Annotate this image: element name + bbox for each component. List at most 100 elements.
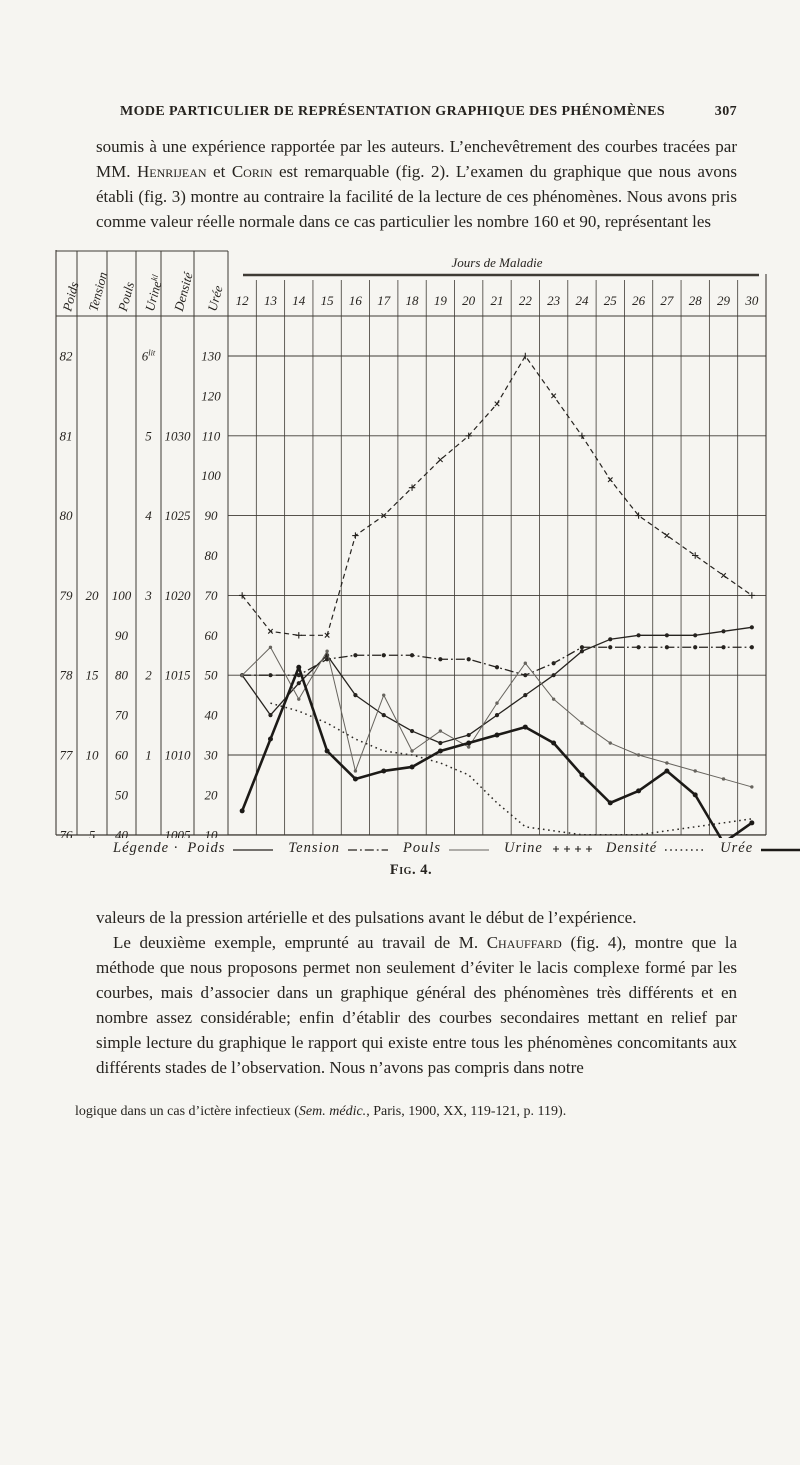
series-point-poids bbox=[438, 740, 443, 746]
series-point-uree bbox=[494, 732, 500, 738]
series-point-pouls bbox=[353, 769, 358, 773]
series-point-poids bbox=[608, 637, 613, 642]
series-marker-plus-urine bbox=[352, 532, 359, 539]
axis-tick-uree: 90 bbox=[205, 508, 219, 523]
series-marker-plus-urine bbox=[664, 532, 670, 539]
axis-tick-tension: 20 bbox=[86, 588, 100, 603]
legend-item-pouls: Pouls bbox=[403, 840, 490, 857]
series-point-tension bbox=[721, 645, 726, 650]
legend-item-poids: Poids bbox=[187, 840, 274, 857]
day-label: 17 bbox=[377, 293, 391, 308]
series-point-tension bbox=[353, 653, 358, 658]
series-point-tension bbox=[664, 645, 669, 650]
footnote-journal: Sem. médic. bbox=[298, 1104, 367, 1119]
series-line-densite bbox=[270, 702, 752, 836]
paragraph-1-text: soumis à une expérience rapportée par le… bbox=[96, 137, 737, 181]
axis-tick-pouls: 40 bbox=[115, 827, 129, 838]
series-point-tension bbox=[494, 665, 500, 670]
series-point-poids bbox=[693, 633, 698, 638]
axis-tick-uree: 40 bbox=[205, 708, 219, 723]
series-point-uree bbox=[239, 808, 245, 814]
series-line-urine bbox=[241, 355, 753, 636]
series-point-tension bbox=[438, 657, 443, 662]
legend-sample-solid bbox=[233, 848, 274, 851]
series-point-pouls bbox=[268, 645, 273, 649]
axis-tick-densite: 1005 bbox=[165, 827, 192, 838]
series-point-tension bbox=[608, 645, 613, 650]
axis-tick-urine: 5 bbox=[145, 428, 152, 443]
legend-item-urine: Urine bbox=[504, 840, 592, 857]
paragraph-3-text: Le deuxième exemple, emprunté au travail… bbox=[113, 933, 487, 952]
axis-column-heading-pouls: Pouls bbox=[115, 280, 137, 313]
series-point-pouls bbox=[325, 649, 329, 653]
series-point-uree bbox=[267, 736, 273, 742]
day-label: 24 bbox=[575, 293, 589, 308]
axis-column-heading-poids: Poids bbox=[59, 280, 81, 313]
legend-sample-dashed bbox=[552, 845, 592, 852]
series-marker-plus-urine bbox=[522, 352, 529, 360]
series-point-tension bbox=[749, 645, 754, 650]
day-label: 25 bbox=[604, 293, 618, 308]
legend-sample-solid bbox=[449, 849, 490, 850]
series-marker-plus-urine bbox=[465, 432, 472, 439]
axis-tick-urine: 6lit bbox=[142, 348, 156, 364]
legend-sample-dashdot bbox=[348, 848, 388, 851]
series-point-tension bbox=[579, 645, 585, 650]
axis-tick-pouls: 50 bbox=[115, 787, 129, 802]
series-point-pouls bbox=[693, 769, 697, 773]
axis-tick-poids: 76 bbox=[60, 827, 74, 838]
series-point-uree bbox=[607, 800, 613, 806]
day-label: 28 bbox=[689, 293, 703, 308]
axis-tick-uree: 100 bbox=[201, 468, 221, 483]
series-point-uree bbox=[409, 764, 415, 770]
axis-tick-pouls: 100 bbox=[112, 588, 132, 603]
day-label: 23 bbox=[547, 293, 561, 308]
series-point-pouls bbox=[551, 697, 556, 701]
axis-tick-pouls: 60 bbox=[115, 748, 129, 763]
series-point-uree bbox=[522, 724, 528, 730]
series-point-poids bbox=[664, 633, 669, 638]
legend-item-label: Pouls bbox=[403, 840, 442, 856]
series-marker-plus-urine bbox=[607, 477, 613, 483]
day-label: 20 bbox=[462, 293, 476, 308]
paragraph-1-mid: et bbox=[206, 162, 232, 181]
series-point-uree bbox=[324, 748, 330, 754]
axis-column-heading-uree: Urée bbox=[204, 284, 225, 313]
axis-tick-poids: 77 bbox=[60, 748, 74, 763]
series-marker-plus-urine bbox=[437, 457, 444, 463]
series-point-poids bbox=[268, 713, 273, 718]
day-label: 27 bbox=[660, 293, 674, 308]
series-point-uree bbox=[551, 740, 557, 746]
day-label: 22 bbox=[519, 293, 533, 308]
axis-tick-densite: 1020 bbox=[165, 588, 192, 603]
series-point-pouls bbox=[410, 749, 414, 753]
axis-tick-densite: 1015 bbox=[165, 668, 192, 683]
series-point-pouls bbox=[580, 721, 584, 725]
series-point-uree bbox=[664, 768, 670, 774]
legend-item-label: Urée bbox=[720, 840, 754, 856]
series-point-poids bbox=[551, 673, 556, 678]
axis-tick-urine: 1 bbox=[145, 748, 152, 763]
series-marker-plus-urine bbox=[635, 512, 642, 519]
author-name-corin: Corin bbox=[231, 162, 273, 181]
legend-title: Légende · bbox=[113, 840, 179, 856]
legend-item-label: Urine bbox=[504, 840, 543, 856]
series-point-tension bbox=[325, 657, 330, 662]
day-label: 21 bbox=[491, 293, 504, 308]
axis-tick-uree: 30 bbox=[204, 748, 219, 763]
paragraph-1: soumis à une expérience rapportée par le… bbox=[96, 134, 737, 234]
series-marker-plus-urine bbox=[720, 572, 727, 579]
axis-tick-densite: 1025 bbox=[165, 508, 192, 523]
axis-tick-poids: 81 bbox=[60, 428, 73, 443]
series-marker-plus-urine bbox=[550, 393, 557, 399]
series-marker-plus-urine bbox=[578, 432, 586, 439]
series-point-uree bbox=[749, 820, 755, 826]
axis-tick-tension: 10 bbox=[86, 748, 100, 763]
axis-tick-urine: 3 bbox=[144, 588, 152, 603]
series-point-pouls bbox=[523, 661, 528, 665]
day-label: 29 bbox=[717, 293, 731, 308]
axis-tick-tension: 15 bbox=[86, 668, 100, 683]
legend-item-densite: Densité bbox=[606, 840, 706, 857]
series-point-poids bbox=[579, 649, 585, 654]
